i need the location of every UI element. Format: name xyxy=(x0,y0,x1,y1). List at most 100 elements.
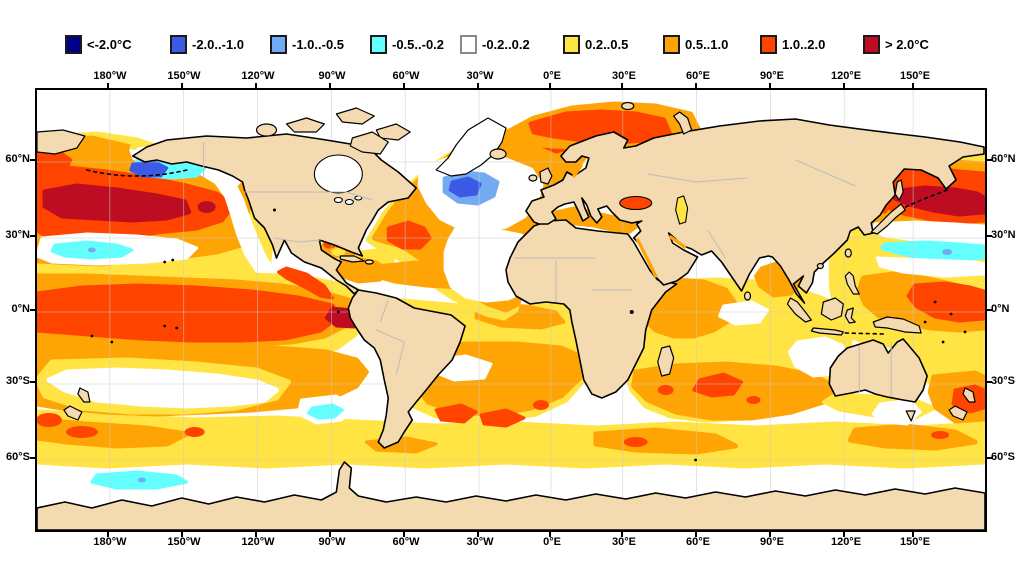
tick xyxy=(30,381,35,383)
blob-chile-cyan xyxy=(306,403,344,420)
tick xyxy=(621,532,623,537)
lon-tick-label: 150°W xyxy=(167,70,201,82)
tick xyxy=(769,83,771,88)
tick xyxy=(987,457,992,459)
legend-item: > 2.0°C xyxy=(863,34,929,54)
blob-nwpac-cyan-band xyxy=(879,240,985,262)
tick xyxy=(107,532,109,537)
island-dot xyxy=(941,340,945,344)
legend-item: 0.5..1.0 xyxy=(663,34,728,54)
blob-satl-orangered-2 xyxy=(479,408,526,428)
kuril-islands-chain xyxy=(902,189,948,209)
landmass-eurasia xyxy=(525,118,985,304)
lon-tick-label: 180°W xyxy=(93,70,127,82)
great-lake-1 xyxy=(333,196,343,204)
tick xyxy=(181,532,183,537)
island-dot xyxy=(923,320,927,324)
island-dot xyxy=(933,300,937,304)
tasmania xyxy=(905,410,916,422)
baltic-sea-sliver xyxy=(572,164,583,178)
tick xyxy=(843,532,845,537)
tick xyxy=(30,235,35,237)
landmass-africa xyxy=(505,219,678,399)
banks-island xyxy=(255,123,278,137)
legend-swatch-1-2 xyxy=(760,34,777,54)
lake-victoria-dot xyxy=(629,310,634,314)
land-layer xyxy=(37,101,985,530)
ireland xyxy=(528,174,538,182)
tick xyxy=(769,532,771,537)
arctic-island-1 xyxy=(285,117,325,133)
island-dot xyxy=(175,326,179,330)
chukotka-left-edge xyxy=(37,129,86,155)
legend-label: 0.2..0.5 xyxy=(585,36,629,52)
borneo xyxy=(820,297,844,321)
sri-lanka xyxy=(743,291,752,301)
blob-natl-coldblob-blue xyxy=(448,176,482,198)
lon-tick-label: 0°E xyxy=(543,536,561,548)
legend-item: <-2.0°C xyxy=(65,34,132,54)
top-longitude-axis: 180°W 150°W 120°W 90°W 60°W 30°W 0°E 30°… xyxy=(37,70,985,84)
cuba xyxy=(339,255,365,263)
tick xyxy=(987,235,992,237)
island-dot xyxy=(171,258,175,262)
legend-label: 1.0..2.0 xyxy=(782,36,826,52)
blob-southern-red-3 xyxy=(623,437,648,447)
lat-tick-label: 60°S xyxy=(6,451,30,463)
philippines xyxy=(844,271,860,295)
blob-southern-ocean-orange-1 xyxy=(37,417,190,449)
blob-gulfstream-orangered xyxy=(386,220,432,250)
blob-satl-orangered-3 xyxy=(532,400,549,410)
lat-tick-label: 0°N xyxy=(11,303,30,315)
tick xyxy=(477,532,479,537)
lat-tick-label: 30°N xyxy=(991,229,1016,241)
landmass-greenland xyxy=(435,117,507,177)
legend-swatch-lt-neg2 xyxy=(65,34,82,54)
lon-tick-label: 180°W xyxy=(93,536,127,548)
tick xyxy=(695,83,697,88)
sulawesi xyxy=(844,307,856,324)
tick xyxy=(549,532,551,537)
blob-southern-red-4 xyxy=(931,431,950,439)
lon-tick-label: 90°E xyxy=(760,70,784,82)
legend-item: 0.2..0.5 xyxy=(563,34,628,54)
legend-swatch-02-05 xyxy=(563,34,580,54)
madagascar xyxy=(657,345,675,377)
tick xyxy=(329,83,331,88)
legend-item: -1.0..-0.5 xyxy=(270,34,344,54)
blob-s-indian-orangered-2 xyxy=(657,385,674,395)
tick xyxy=(255,83,257,88)
blob-mexico-coast-orangered xyxy=(276,266,334,300)
tick xyxy=(912,83,914,88)
island-dot xyxy=(963,330,967,334)
blob-gulf-mexico-yellow-dot xyxy=(331,248,346,256)
tick xyxy=(403,532,405,537)
tick xyxy=(403,83,405,88)
new-guinea xyxy=(872,316,922,334)
legend-label: -0.2..0.2 xyxy=(482,36,530,52)
lon-tick-label: 60°E xyxy=(686,536,710,548)
tick xyxy=(181,83,183,88)
blob-spac-white xyxy=(46,367,279,409)
blob-spac-orangered-edge xyxy=(37,413,62,427)
blob-s-india-white xyxy=(718,300,769,326)
lon-tick-label: 120°W xyxy=(241,70,275,82)
blob-deep-spac-lightblue xyxy=(137,477,146,483)
hainan xyxy=(816,262,824,270)
black-sea xyxy=(619,195,653,211)
lon-tick-label: 120°W xyxy=(241,536,275,548)
arctic-island-2 xyxy=(335,107,375,125)
sumatra xyxy=(786,297,812,323)
blob-bering-strait-yellow xyxy=(129,144,138,150)
novaya-zemlya xyxy=(673,111,693,135)
blob-southern-ocean-yellow xyxy=(37,409,985,469)
lon-tick-label: 0°E xyxy=(543,70,561,82)
baffin-island xyxy=(349,131,389,155)
lat-tick-label: 30°S xyxy=(991,375,1015,387)
tick xyxy=(987,381,992,383)
bottom-longitude-axis: 180°W 150°W 120°W 90°W 60°W 30°W 0°E 30°… xyxy=(37,536,985,550)
country-borders xyxy=(203,142,892,397)
blob-satl-orangered-1 xyxy=(434,403,478,424)
lon-tick-label: 120°E xyxy=(830,70,862,82)
